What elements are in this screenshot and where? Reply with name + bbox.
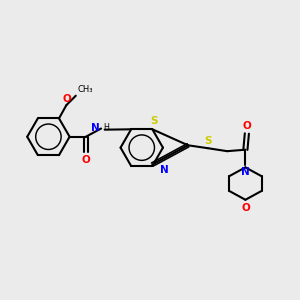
Text: O: O [62,94,71,104]
Text: O: O [241,203,250,213]
Text: O: O [242,121,251,130]
Text: CH₃: CH₃ [77,85,93,94]
Text: N: N [160,165,169,175]
Text: N: N [91,123,100,133]
Text: N: N [241,167,250,177]
Text: O: O [81,155,90,165]
Text: S: S [204,136,212,146]
Text: S: S [150,116,158,126]
Text: H: H [103,123,109,132]
